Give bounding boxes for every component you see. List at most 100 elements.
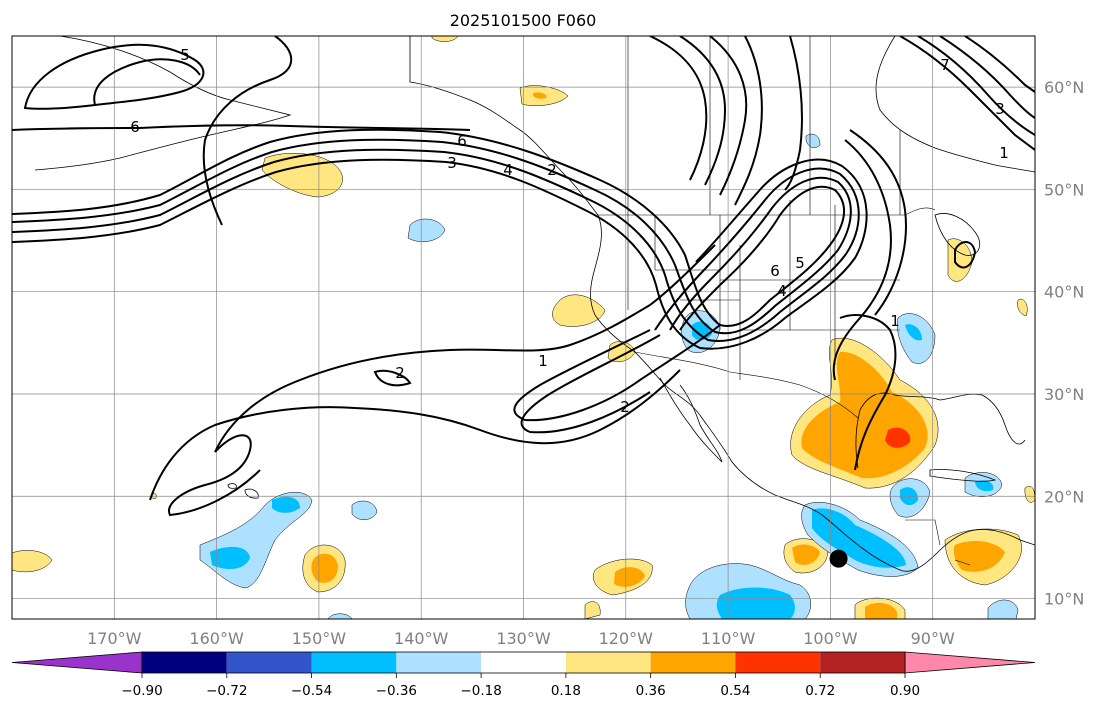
colorbar-extend-max (904, 651, 1036, 674)
latitude-tick-label: 20°N (1044, 487, 1084, 506)
colorbar-tick-label: 0.54 (720, 683, 750, 699)
positive-anomaly-region (261, 153, 343, 198)
negative-anomaly-region (975, 480, 994, 492)
us-mexico-border (634, 351, 859, 419)
colorbar-segment (226, 652, 312, 673)
colorbar-segment (820, 652, 905, 673)
contour-label: 1 (538, 352, 548, 370)
gridlines (12, 36, 1035, 619)
colorbar-tick-label: −0.90 (121, 683, 162, 699)
latitude-tick-label: 10°N (1044, 590, 1084, 609)
positive-anomaly-region (865, 602, 897, 619)
contour-label: 4 (503, 161, 513, 179)
contour-line (964, 36, 1035, 93)
colorbar-tick-label: 0.90 (890, 683, 920, 699)
map-area: 5 6 6 3 4 2 6 5 4 2 1 2 1 3 1 7 (11, 35, 1036, 620)
longitude-tick-label: 110°W (701, 629, 756, 648)
positive-anomaly-region (792, 544, 820, 565)
colorbar: −0.90 −0.72 −0.54 −0.36 −0.18 0.18 0.36 0.54 0.7… (11, 651, 1036, 699)
latitude-axis: 10°N 20°N 30°N 40°N 50°N 60°N (1044, 78, 1084, 608)
central-america-borders (905, 519, 971, 566)
longitude-axis: 170°W 160°W 150°W 140°W 130°W 120°W 110°W 100°W… (87, 629, 955, 648)
positive-anomaly-region (584, 601, 601, 619)
longitude-tick-label: 140°W (394, 629, 449, 648)
contour-line (709, 36, 748, 196)
contour-line (12, 124, 471, 131)
colorbar-segment (565, 652, 651, 673)
colorbar-segment (650, 652, 736, 673)
colorbar-tick-label: −0.36 (376, 683, 417, 699)
contour-line (939, 36, 1035, 119)
longitude-tick-label: 160°W (189, 629, 244, 648)
alaska-coastline (34, 36, 292, 171)
negative-anomaly-region (407, 218, 446, 242)
latitude-tick-label: 30°N (1044, 385, 1084, 404)
contour-label: 2 (620, 398, 630, 416)
latitude-tick-label: 40°N (1044, 283, 1084, 302)
great-lakes (934, 213, 981, 256)
colorbar-tick-label: −0.18 (460, 683, 501, 699)
hawaii (227, 483, 259, 499)
contour-label: 6 (457, 132, 467, 150)
latitude-tick-label: 50°N (1044, 180, 1084, 199)
longitude-tick-label: 130°W (496, 629, 551, 648)
longitude-tick-label: 170°W (87, 629, 142, 648)
colorbar-tick-label: 0.18 (551, 683, 581, 699)
colorbar-segment (142, 652, 227, 673)
contour-line (899, 36, 1035, 151)
contour-line (917, 36, 1035, 136)
contour-label: 2 (547, 161, 557, 179)
contour-line (23, 43, 205, 110)
contour-line (649, 36, 708, 181)
coastlines (34, 36, 1035, 572)
contour-line (214, 244, 716, 453)
contour-line (832, 139, 892, 381)
positive-anomaly-region (614, 567, 645, 587)
colorbar-extend-min (11, 651, 143, 674)
cuba (929, 469, 997, 482)
positive-anomaly-region (12, 550, 53, 573)
negative-anomaly-region (716, 587, 795, 619)
contour-line (93, 58, 201, 106)
contour-label: 7 (940, 56, 950, 74)
colorbar-segment (735, 652, 821, 673)
negative-anomaly-region (905, 324, 922, 341)
map-frame (11, 35, 1036, 620)
contour-label: 4 (777, 282, 787, 300)
contour-line (12, 158, 868, 350)
state-borders (627, 200, 900, 380)
longitude-tick-label: 150°W (292, 629, 347, 648)
marker-layer (829, 549, 848, 568)
positive-anomaly-region (1024, 485, 1035, 503)
colorbar-segment (311, 652, 397, 673)
contour-line (513, 324, 721, 422)
negative-anomaly-region (805, 133, 821, 148)
negative-anomaly-region (987, 599, 1019, 619)
colorbar-tick-label: −0.54 (291, 683, 332, 699)
latitude-tick-label: 60°N (1044, 78, 1084, 97)
positive-anomaly-region (533, 92, 547, 99)
contour-line (373, 369, 412, 387)
canada-province-borders (627, 36, 901, 215)
contour-line (12, 148, 860, 342)
contour-line (784, 36, 803, 191)
baja-coastline (659, 377, 723, 463)
negative-anomaly-region (210, 546, 250, 570)
contour-lines (12, 36, 1035, 517)
contour-line (168, 434, 261, 517)
longitude-tick-label: 90°W (911, 629, 955, 648)
colorbar-segment (481, 652, 566, 673)
longitude-tick-label: 120°W (599, 629, 654, 648)
colorbar-tick-label: 0.72 (805, 683, 835, 699)
contour-line (149, 369, 681, 501)
contour-label: 6 (770, 262, 780, 280)
north-america-coastline (409, 36, 1035, 572)
colorbar-tick-label: −0.72 (206, 683, 247, 699)
positive-anomaly-region (311, 553, 338, 583)
gulf-coastline (855, 392, 1026, 469)
contour-label: 2 (395, 364, 405, 382)
contour-line (12, 128, 846, 331)
positive-anomaly-region (885, 427, 911, 448)
colorbar-tick-label: 0.36 (636, 683, 666, 699)
